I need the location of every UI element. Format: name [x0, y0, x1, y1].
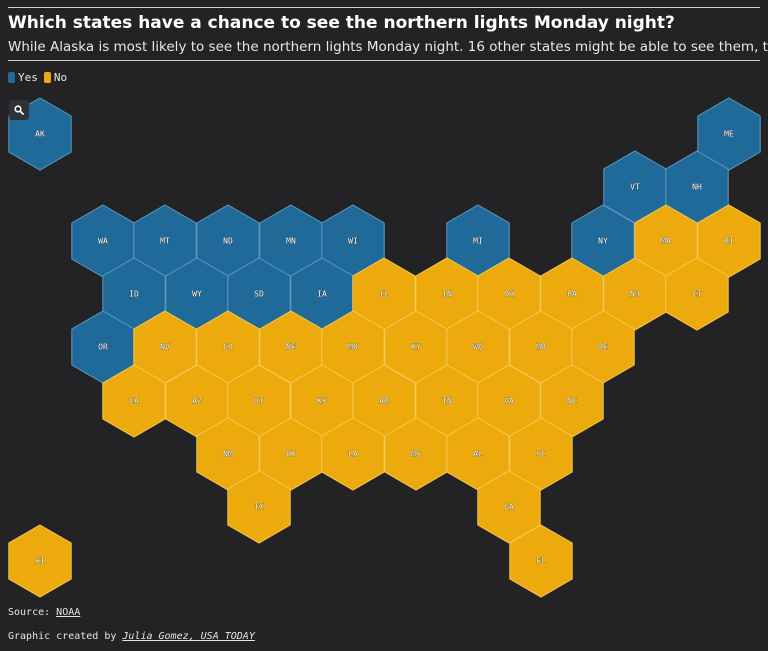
source-prefix: Source:	[8, 607, 57, 618]
search-icon	[14, 105, 24, 115]
state-hex-sc[interactable]	[509, 417, 573, 491]
state-label-ks: KS	[317, 397, 327, 406]
state-label-vt: VT	[630, 183, 640, 192]
state-hex-ca[interactable]	[102, 364, 166, 438]
page-subtitle: While Alaska is most likely to see the n…	[8, 39, 768, 55]
state-tile-me[interactable]: ME	[697, 97, 761, 171]
state-label-sd: SD	[254, 290, 264, 299]
state-label-ct: CT	[692, 290, 702, 299]
state-label-ky: KY	[411, 343, 421, 352]
state-tile-ca[interactable]: CA	[102, 364, 166, 438]
state-tile-nv[interactable]: NV	[133, 310, 197, 384]
source-link[interactable]: NOAA	[56, 607, 81, 618]
state-tile-ct[interactable]: CT	[665, 257, 729, 331]
state-hex-ct[interactable]	[665, 257, 729, 331]
state-label-nj: NJ	[630, 290, 640, 299]
state-label-co: CO	[223, 343, 233, 352]
state-label-ga: GA	[504, 503, 514, 512]
page-title: Which states have a chance to see the no…	[8, 13, 675, 33]
state-tile-wi[interactable]: WI	[321, 204, 385, 278]
legend: Yes No	[8, 71, 69, 84]
state-label-id: ID	[129, 290, 139, 299]
state-label-il: IL	[379, 290, 389, 299]
source-line: Source: NOAA	[8, 607, 80, 618]
state-label-md: MD	[536, 343, 546, 352]
state-label-hi: HI	[35, 557, 45, 566]
state-label-mn: MN	[286, 237, 296, 246]
state-label-mt: MT	[160, 237, 170, 246]
state-label-nm: NM	[223, 450, 233, 459]
legend-item-yes: Yes	[8, 71, 38, 84]
state-tile-fl[interactable]: FL	[509, 524, 573, 598]
state-label-nd: ND	[223, 237, 233, 246]
state-label-wa: WA	[98, 237, 108, 246]
state-label-al: AL	[473, 450, 483, 459]
state-hex-la[interactable]	[321, 417, 385, 491]
state-tile-tx[interactable]: TX	[227, 470, 291, 544]
state-label-mi: MI	[473, 237, 483, 246]
state-label-ms: MS	[411, 450, 421, 459]
state-label-wi: WI	[348, 237, 358, 246]
state-hex-ga[interactable]	[477, 470, 541, 544]
state-label-me: ME	[724, 130, 734, 139]
top-rule	[8, 7, 760, 8]
state-label-ok: OK	[286, 450, 296, 459]
state-tile-oh[interactable]: OH	[477, 257, 541, 331]
state-label-la: LA	[348, 450, 358, 459]
state-tile-la[interactable]: LA	[321, 417, 385, 491]
state-label-nc: NC	[567, 397, 577, 406]
header-divider	[8, 60, 760, 61]
state-label-ca: CA	[129, 397, 139, 406]
credit-link[interactable]: Julia Gomez, USA TODAY	[122, 631, 255, 642]
state-label-ne: NE	[286, 343, 296, 352]
legend-swatch-no	[43, 72, 51, 83]
state-tile-ar[interactable]: AR	[352, 364, 416, 438]
state-label-ar: AR	[379, 397, 389, 406]
zoom-button[interactable]	[9, 100, 29, 120]
legend-item-no: No	[43, 71, 68, 84]
state-label-tx: TX	[254, 503, 264, 512]
legend-label-no: No	[53, 71, 68, 84]
state-label-ny: NY	[598, 237, 608, 246]
state-label-de: DE	[598, 343, 608, 352]
state-tile-sc[interactable]: SC	[509, 417, 573, 491]
state-label-ut: UT	[254, 397, 264, 406]
credit-line: Graphic created by Julia Gomez, USA TODA…	[8, 631, 255, 642]
state-label-tn: TN	[442, 397, 452, 406]
state-hex-fl[interactable]	[509, 524, 573, 598]
state-label-va: VA	[504, 397, 514, 406]
state-label-nv: NV	[160, 343, 170, 352]
legend-swatch-yes	[8, 72, 15, 83]
state-hex-hi[interactable]	[8, 524, 72, 598]
state-label-ia: IA	[317, 290, 327, 299]
legend-label-yes: Yes	[18, 71, 38, 84]
state-label-wy: WY	[192, 290, 202, 299]
credit-prefix: Graphic created by	[8, 631, 123, 642]
state-label-or: OR	[98, 343, 108, 352]
state-hex-me[interactable]	[697, 97, 761, 171]
state-label-in: IN	[442, 290, 452, 299]
state-tile-ri[interactable]: RI	[697, 204, 761, 278]
state-label-sc: SC	[536, 450, 546, 459]
state-label-ak: AK	[35, 130, 45, 139]
state-label-fl: FL	[536, 557, 546, 566]
state-tile-ok[interactable]: OK	[259, 417, 323, 491]
state-label-pa: PA	[567, 290, 577, 299]
state-hex-tx[interactable]	[227, 470, 291, 544]
state-label-az: AZ	[192, 397, 202, 406]
state-hex-ri[interactable]	[697, 204, 761, 278]
state-label-oh: OH	[504, 290, 514, 299]
state-tile-hi[interactable]: HI	[8, 524, 72, 598]
state-label-mo: MO	[348, 343, 358, 352]
state-tile-ga[interactable]: GA	[477, 470, 541, 544]
state-label-nh: NH	[692, 183, 702, 192]
state-label-wv: WV	[473, 343, 483, 352]
state-label-ma: MA	[661, 237, 671, 246]
state-label-ri: RI	[724, 237, 734, 246]
